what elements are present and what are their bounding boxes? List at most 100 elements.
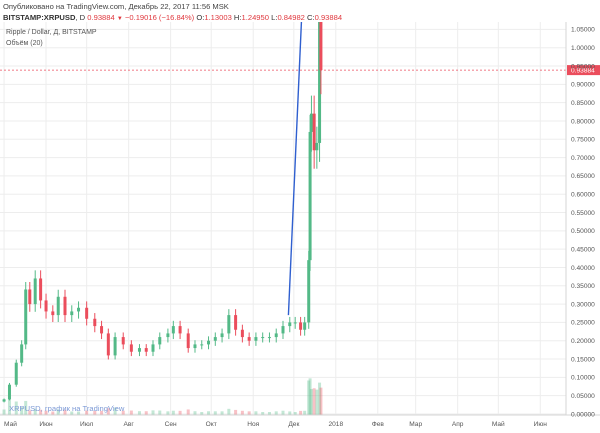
candle-series — [2, 22, 323, 403]
candle-body — [137, 348, 141, 352]
volume-bar — [318, 382, 322, 415]
candle-body — [100, 326, 104, 334]
candle-body — [307, 260, 311, 323]
price-tick-label: 0.50000 — [571, 228, 595, 235]
candle-body — [129, 344, 133, 352]
low-label: L: — [271, 13, 278, 22]
candle-body — [93, 318, 97, 327]
volume-legend: Объём (20) — [6, 39, 43, 47]
volume-bar — [234, 409, 238, 415]
candle-body — [70, 311, 74, 316]
time-tick-label: 2018 — [328, 421, 343, 428]
volume-bar — [308, 378, 312, 415]
time-tick-label: Сен — [165, 421, 177, 428]
down-arrow-icon: ▼ — [116, 16, 123, 22]
volume-bar — [315, 389, 319, 415]
candle-body — [7, 384, 11, 400]
volume-bar — [319, 387, 323, 415]
candle-body — [312, 113, 316, 151]
interval-label: D — [79, 13, 86, 22]
candle-body — [319, 22, 323, 71]
price-tick-label: 0.45000 — [571, 246, 595, 253]
volume-bar — [227, 408, 231, 415]
volume-bar — [213, 411, 217, 415]
candle-body — [303, 322, 307, 330]
price-tick-label: 0.35000 — [571, 283, 595, 290]
candle-body — [288, 322, 292, 327]
volume-bar — [121, 410, 125, 415]
price-tick-label: 0.25000 — [571, 320, 595, 327]
candle-body — [315, 142, 319, 151]
volume-bar — [267, 412, 271, 415]
time-tick-label: Май — [492, 420, 505, 428]
volume-bar — [24, 400, 28, 415]
candle-body — [14, 362, 18, 385]
time-tick-label: Окт — [206, 421, 217, 428]
volume-bar — [113, 407, 117, 415]
volume-bar — [240, 410, 244, 415]
candle-body — [24, 289, 28, 345]
volume-bar — [220, 411, 224, 415]
candle-body — [85, 307, 89, 319]
volume-bar — [77, 411, 81, 415]
quote-line: BITSTAMP:XRPUSD, D 0.93884 ▼ −0.19016 (−… — [3, 13, 343, 22]
candle-body — [281, 326, 285, 334]
volume-bar — [14, 401, 18, 415]
candle-body — [193, 344, 197, 349]
volume-bar — [158, 410, 162, 415]
candle-body — [240, 329, 244, 338]
volume-bar — [254, 411, 258, 415]
close-label: C: — [307, 13, 315, 22]
annotation-arrow[interactable] — [287, 22, 307, 316]
candle-body — [213, 337, 217, 341]
candle-body — [274, 333, 278, 338]
volume-bar — [307, 380, 311, 415]
candle-body — [293, 322, 297, 324]
chart-canvas[interactable]: 0.93884 1.300001.250001.200001.150001.10… — [0, 22, 600, 433]
price-tick-label: 0.10000 — [571, 375, 595, 382]
candle-body — [20, 344, 24, 363]
volume-bar — [28, 410, 32, 415]
candle-body — [51, 311, 55, 316]
time-axis[interactable]: Май Июн Июл Авг Сен Окт Ноя Дек 2018 Фев Мар Апр Май… — [4, 420, 547, 428]
volume-bar — [137, 411, 141, 415]
volume-bar — [274, 411, 278, 415]
volume-bar — [144, 411, 148, 415]
volume-bar — [7, 398, 11, 415]
price-tick-label: 1.00000 — [571, 45, 595, 52]
volume-bar — [93, 410, 97, 415]
volume-bar — [33, 408, 37, 415]
time-tick-label: Фев — [372, 421, 385, 428]
price-tick-label: 0.15000 — [571, 356, 595, 363]
candle-body — [166, 333, 170, 338]
candle-body — [144, 348, 148, 352]
candle-body — [308, 131, 312, 261]
low-value: 0.84982 — [277, 13, 305, 22]
chart-title: Ripple / Dollar, Д, BITSTAMP — [6, 29, 97, 36]
candle-body — [39, 278, 43, 301]
volume-bar — [56, 409, 60, 415]
high-value: 1.24950 — [241, 13, 269, 22]
symbol-label: BITSTAMP:XRPUSD — [3, 13, 76, 22]
volume-bar — [70, 411, 74, 415]
price-tick-label: 0.85000 — [571, 100, 595, 107]
candle-body — [28, 289, 32, 305]
volume-bar — [186, 409, 190, 415]
watermark: XRPUSD, график на TradingView — [9, 404, 125, 413]
last-price: 0.93884 — [87, 13, 115, 22]
volume-bar — [178, 410, 182, 415]
price-axis[interactable]: 1.300001.250001.200001.150001.100001.050… — [571, 22, 595, 419]
last-price-tag — [567, 65, 600, 76]
candle-body — [186, 333, 190, 349]
volume-bar — [312, 388, 316, 415]
volume-bar — [63, 409, 67, 415]
high-label: H: — [233, 13, 242, 22]
time-tick-label: Авг — [123, 421, 134, 428]
price-tick-label: 0.40000 — [571, 265, 595, 272]
candle-body — [33, 278, 37, 305]
candle-body — [309, 113, 313, 132]
price-tick-label: 0.75000 — [571, 137, 595, 144]
time-tick-label: Май — [4, 420, 17, 428]
volume-bar — [39, 409, 43, 415]
volume-bar — [303, 410, 307, 415]
